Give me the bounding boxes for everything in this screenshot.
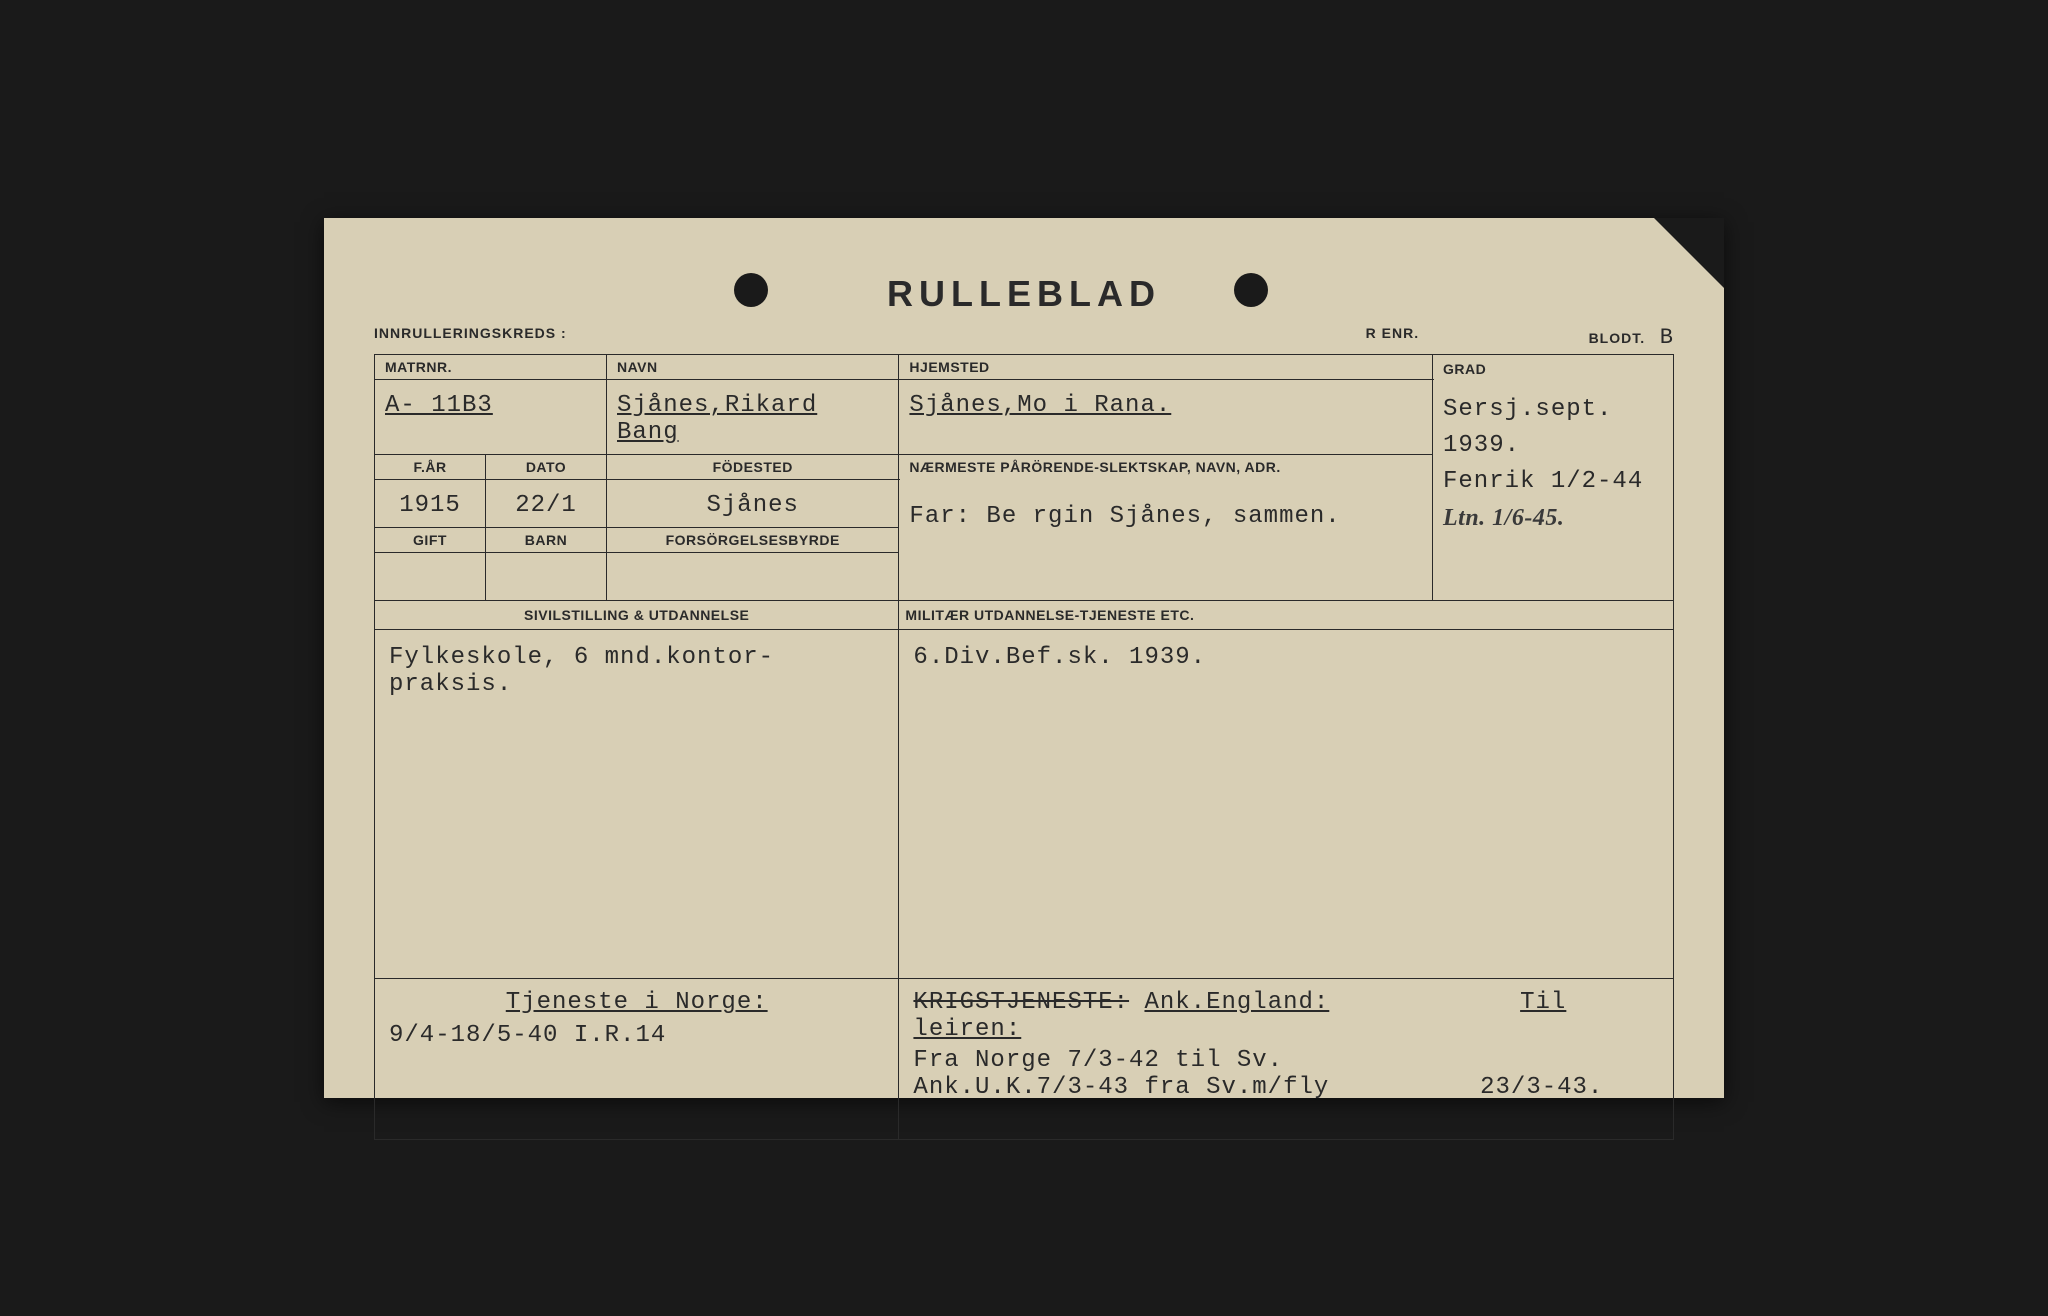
grad-cell: GRAD Sersj.sept. 1939. Fenrik 1/2-44 Ltn… [1433, 355, 1674, 601]
blodt-label: BLODT. [1589, 330, 1646, 346]
krigstjeneste-strike: KRIGSTJENESTE: [913, 989, 1129, 1016]
naermeste-label: NÆRMESTE PÅRÖRENDE-SLEKTSKAP, NAVN, ADR. [909, 459, 1422, 475]
tjeneste-block: Tjeneste i Norge: 9/4-18/5-40 I.R.14 [375, 979, 899, 1140]
innrulleringskreds-label: INNRULLERINGSKREDS : [374, 325, 935, 350]
hjemsted-value: Sjånes,Mo i Rana. [899, 380, 1433, 455]
gift-label: GIFT [375, 528, 486, 553]
matrnr-label: MATRNR. [375, 355, 607, 380]
form-table: MATRNR. NAVN HJEMSTED GRAD Sersj.sept. 1… [374, 354, 1674, 1140]
punch-hole-left [734, 273, 768, 307]
header-row: INNRULLERINGSKREDS : R ENR. BLODT. B [374, 325, 1674, 350]
sivil-content: Fylkeskole, 6 mnd.kontor- praksis. [375, 630, 899, 979]
tjeneste-label: Tjeneste i Norge: [389, 989, 884, 1016]
grad-line3: Fenrik 1/2-44 [1443, 464, 1663, 500]
ank-england-label: Ank.England: [1144, 989, 1329, 1016]
matrnr-value: A- 11B3 [375, 380, 607, 455]
rulleblad-card: RULLEBLAD INNRULLERINGSKREDS : R ENR. BL… [324, 218, 1724, 1098]
naermeste-cell: NÆRMESTE PÅRÖRENDE-SLEKTSKAP, NAVN, ADR.… [899, 455, 1433, 601]
grad-label: GRAD [1443, 359, 1663, 380]
gift-value [375, 553, 486, 601]
militar-content: 6.Div.Bef.sk. 1939. [899, 630, 1674, 979]
til-leiren-value: 23/3-43. [1480, 1074, 1603, 1101]
ank-uk: Ank.U.K.7/3-43 fra Sv.m/fly [913, 1074, 1329, 1101]
far-label: F.ÅR [375, 455, 486, 480]
navn-value: Sjånes,Rikard Bang [607, 380, 899, 455]
naermeste-value: Far: Be rgin Sjånes, sammen. [909, 503, 1422, 530]
krigstjeneste-block: KRIGSTJENESTE: Ank.England: Til leiren: … [899, 979, 1674, 1140]
dato-value: 22/1 [486, 480, 607, 528]
grad-line4: Ltn. 1/6-45. [1443, 500, 1663, 536]
renr-label: R ENR. [935, 325, 1419, 350]
tjeneste-value: 9/4-18/5-40 I.R.14 [389, 1022, 884, 1049]
dato-label: DATO [486, 455, 607, 480]
fodested-label: FÖDESTED [607, 455, 899, 480]
grad-line2: 1939. [1443, 428, 1663, 464]
barn-label: BARN [486, 528, 607, 553]
grad-line1: Sersj.sept. [1443, 392, 1663, 428]
navn-label: NAVN [607, 355, 899, 380]
forsorgelse-label: FORSÖRGELSESBYRDE [607, 528, 899, 553]
fodested-value: Sjånes [607, 480, 899, 528]
barn-value [486, 553, 607, 601]
militar-label: MILITÆR UTDANNELSE-TJENESTE ETC. [899, 601, 1674, 630]
far-value: 1915 [375, 480, 486, 528]
sivil-label: SIVILSTILLING & UTDANNELSE [375, 601, 899, 630]
document-title: RULLEBLAD [374, 273, 1674, 315]
blodt-value: B [1660, 325, 1674, 350]
fra-norge: Fra Norge 7/3-42 til Sv. [913, 1047, 1283, 1074]
hjemsted-label: HJEMSTED [899, 355, 1433, 380]
forsorgelse-value [607, 553, 899, 601]
punch-hole-right [1234, 273, 1268, 307]
